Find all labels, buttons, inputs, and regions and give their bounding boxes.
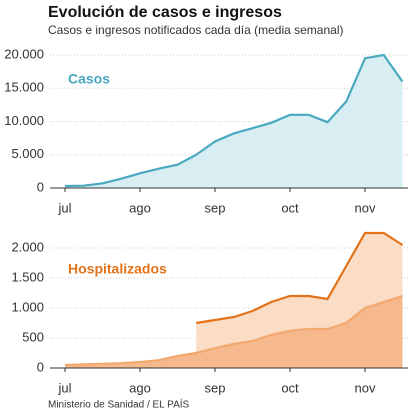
x-tick-label: nov bbox=[355, 200, 376, 215]
y-tick-label: 20.000 bbox=[4, 46, 44, 61]
line bbox=[196, 231, 404, 325]
line bbox=[64, 294, 403, 367]
y-tick-label: 500 bbox=[22, 329, 44, 344]
x-tick-label: ago bbox=[129, 380, 151, 395]
x-tick-label: sep bbox=[205, 200, 226, 215]
source: Ministerio de Sanidad / EL PAÍS bbox=[48, 398, 190, 411]
y-tick-label: 15.000 bbox=[4, 80, 44, 95]
x-tick-label: ago bbox=[129, 200, 151, 215]
y-tick-label: 0 bbox=[37, 359, 44, 374]
legend-label: Casos bbox=[68, 71, 110, 87]
x-tick-label: oct bbox=[281, 380, 299, 395]
legend-label: Hospitalizados bbox=[68, 261, 167, 277]
x-tick-label: nov bbox=[355, 380, 376, 395]
x-tick-label: oct bbox=[281, 200, 299, 215]
area bbox=[65, 54, 403, 188]
x-tick-label: jul bbox=[57, 380, 71, 395]
y-tick-label: 1.000 bbox=[11, 299, 44, 314]
chart-title: Evolución de casos e ingresos bbox=[48, 4, 282, 21]
chart-subtitle: Casos e ingresos notificados cada día (m… bbox=[48, 23, 344, 37]
line bbox=[64, 53, 404, 188]
area bbox=[65, 296, 403, 368]
x-tick-label: jul bbox=[57, 200, 71, 215]
y-tick-label: 5.000 bbox=[11, 146, 44, 161]
y-tick-label: 1.500 bbox=[11, 269, 44, 284]
y-tick-label: 10.000 bbox=[4, 113, 44, 128]
y-tick-label: 0 bbox=[37, 179, 44, 194]
x-tick-label: sep bbox=[205, 380, 226, 395]
y-tick-label: 2.000 bbox=[11, 239, 44, 254]
